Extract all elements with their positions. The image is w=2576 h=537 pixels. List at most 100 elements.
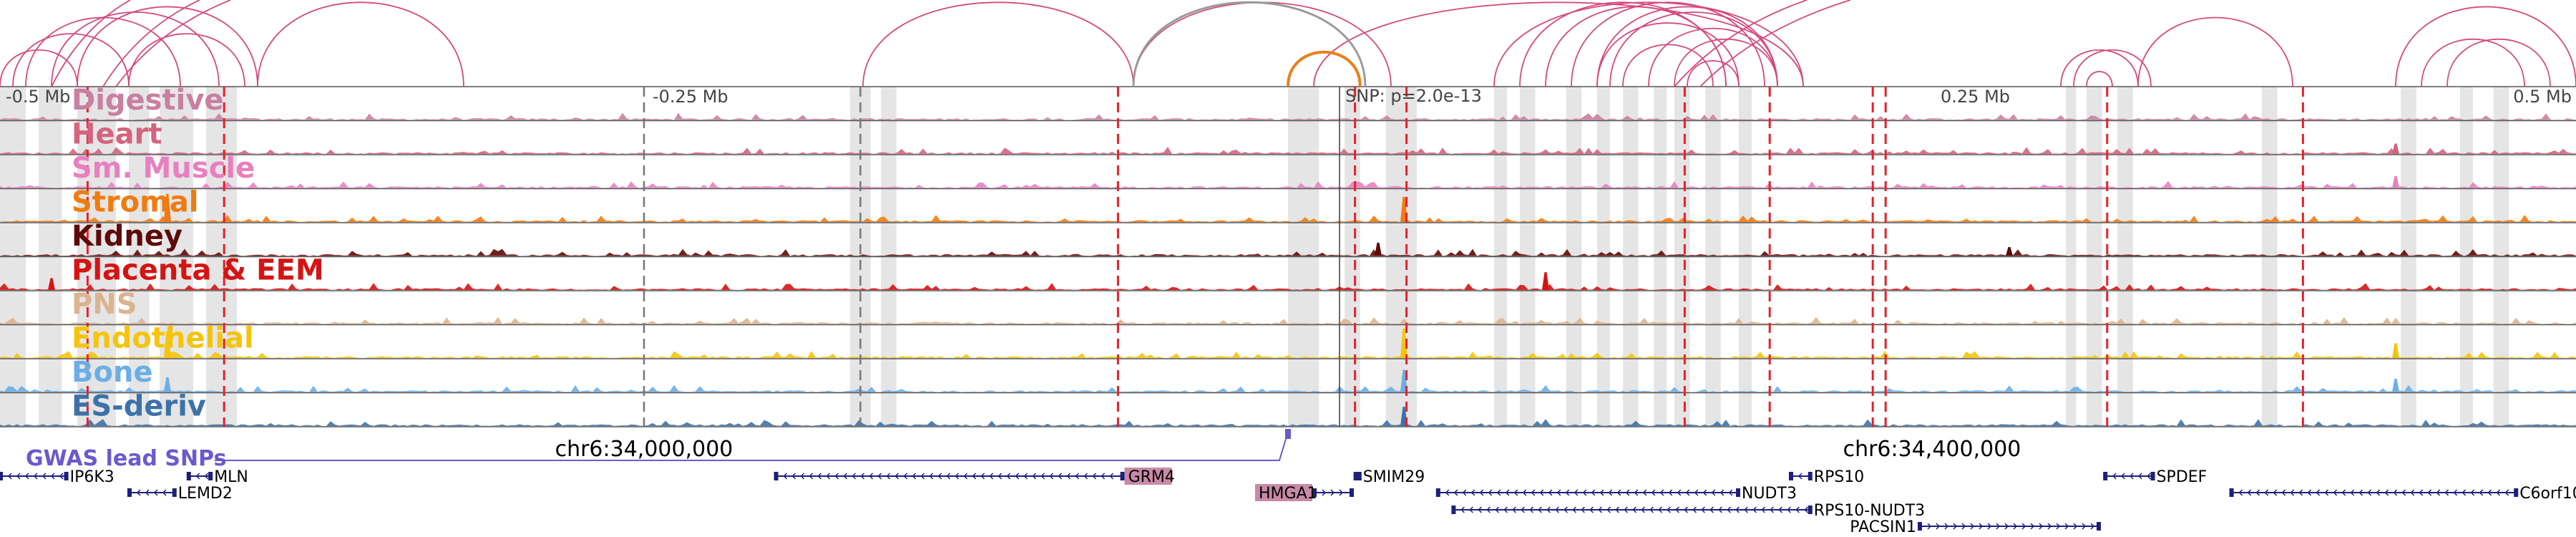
- strand-arrow: [989, 473, 994, 480]
- gene-exon: [2229, 488, 2234, 497]
- gene-rps10: RPS10: [1789, 468, 1864, 486]
- strand-arrow: [2030, 523, 2035, 530]
- gene-label-highlight: [1124, 468, 1172, 485]
- strand-arrow: [1659, 489, 1664, 496]
- strand-arrow: [1556, 489, 1561, 496]
- strand-arrow: [2264, 489, 2269, 496]
- gene-exon: [774, 472, 779, 480]
- strand-arrow: [2393, 489, 2398, 496]
- signal-noise: [0, 316, 2576, 324]
- gene-exon: [1807, 505, 1813, 514]
- signal-peak: [2392, 378, 2399, 392]
- track-pns: [0, 290, 2576, 324]
- strand-arrow: [7, 473, 12, 480]
- gene-exon: [1451, 505, 1456, 514]
- gene-exon: [2514, 488, 2519, 497]
- strand-arrow: [1058, 473, 1063, 480]
- strand-arrow: [2129, 473, 2134, 480]
- strand-arrow: [1677, 489, 1682, 496]
- strand-arrow: [980, 473, 985, 480]
- gene-c6orf106: C6orf106: [2229, 485, 2576, 503]
- arc-pink: [1596, 22, 1740, 87]
- gene-label: C6orf106: [2519, 485, 2576, 503]
- strand-arrow: [1641, 506, 1645, 513]
- signal-peak: [2392, 175, 2399, 188]
- gene-label: GRM4: [1128, 468, 1175, 486]
- strand-arrow: [2350, 489, 2355, 496]
- strand-arrow: [2082, 523, 2087, 530]
- strand-arrow: [1616, 489, 1621, 496]
- gene-label: PACSIN1: [1850, 518, 1916, 536]
- strand-arrow: [1761, 506, 1765, 513]
- strand-arrow: [145, 489, 150, 496]
- strand-arrow: [1685, 489, 1690, 496]
- strand-arrow: [2436, 489, 2441, 496]
- arc-pink: [0, 49, 78, 87]
- strand-arrow: [1049, 473, 1054, 480]
- strand-arrow: [1642, 489, 1647, 496]
- signal-noise: [0, 419, 2576, 426]
- signal-noise: [0, 351, 2576, 358]
- strand-arrow: [1711, 489, 1716, 496]
- strand-arrow: [2358, 489, 2363, 496]
- signal-noise: [0, 112, 2576, 120]
- gene-mln: MLN: [186, 468, 248, 486]
- strand-arrow: [2462, 489, 2467, 496]
- strand-arrow: [1469, 506, 1473, 513]
- gene-exon: [1918, 522, 1922, 531]
- signal-noise: [0, 215, 2576, 222]
- strand-arrow: [1996, 523, 2001, 530]
- signal-peak: [2392, 143, 2399, 154]
- gene-spdef: SPDEF: [2103, 468, 2207, 486]
- strand-arrow: [972, 473, 977, 480]
- strand-arrow: [1787, 506, 1791, 513]
- strand-arrow: [886, 473, 891, 480]
- arc-pink: [128, 33, 245, 87]
- strand-arrow: [997, 473, 1002, 480]
- strand-arrow: [1936, 523, 1941, 530]
- gene-exon: [127, 488, 132, 497]
- arc-out-of-view: [1674, 0, 1807, 87]
- strand-arrow: [1778, 506, 1782, 513]
- gene-exon: [2103, 472, 2108, 480]
- strand-arrow: [2367, 489, 2372, 496]
- strand-arrow: [937, 473, 942, 480]
- strand-arrow: [2427, 489, 2432, 496]
- gene-exon: [1353, 472, 1358, 480]
- gene-smim29: SMIM29: [1353, 468, 1425, 486]
- arc-gray: [1132, 1, 1367, 87]
- arc-pink: [51, 11, 220, 87]
- gene-label: SMIM29: [1363, 468, 1425, 486]
- signal-peak: [164, 377, 171, 392]
- strand-arrow: [2273, 489, 2278, 496]
- interaction-arcs: [0, 0, 2576, 87]
- signal-peak: [2392, 343, 2399, 358]
- strand-arrow: [1718, 506, 1722, 513]
- strand-arrow: [1015, 473, 1020, 480]
- gene-exon: [172, 488, 177, 497]
- strand-arrow: [1522, 489, 1527, 496]
- gene-exon: [64, 472, 69, 480]
- arc-pink: [2395, 6, 2576, 87]
- strand-arrow: [2376, 489, 2381, 496]
- arc-pink: [1493, 1, 1804, 87]
- coordinate-label: chr6:34,000,000: [555, 437, 733, 462]
- strand-arrow: [852, 473, 857, 480]
- strand-arrow: [1591, 489, 1596, 496]
- signal-peak: [1400, 328, 1407, 358]
- scale-tick-label: -0.25 Mb: [653, 87, 728, 107]
- strand-arrow: [1953, 523, 1958, 530]
- strand-arrow: [1675, 506, 1679, 513]
- strand-arrow: [1512, 506, 1516, 513]
- strand-arrow: [1479, 489, 1484, 496]
- strand-arrow: [2290, 489, 2295, 496]
- gene-exon: [1350, 488, 1354, 497]
- arc-pink: [1622, 44, 1714, 87]
- strand-arrow: [1066, 473, 1071, 480]
- arc-out-of-view: [102, 0, 200, 87]
- scale-tick-label: 0.25 Mb: [1941, 87, 2010, 107]
- strand-arrow: [1658, 506, 1662, 513]
- strand-arrow: [136, 489, 141, 496]
- strand-arrow: [817, 473, 822, 480]
- strand-arrow: [1460, 506, 1465, 513]
